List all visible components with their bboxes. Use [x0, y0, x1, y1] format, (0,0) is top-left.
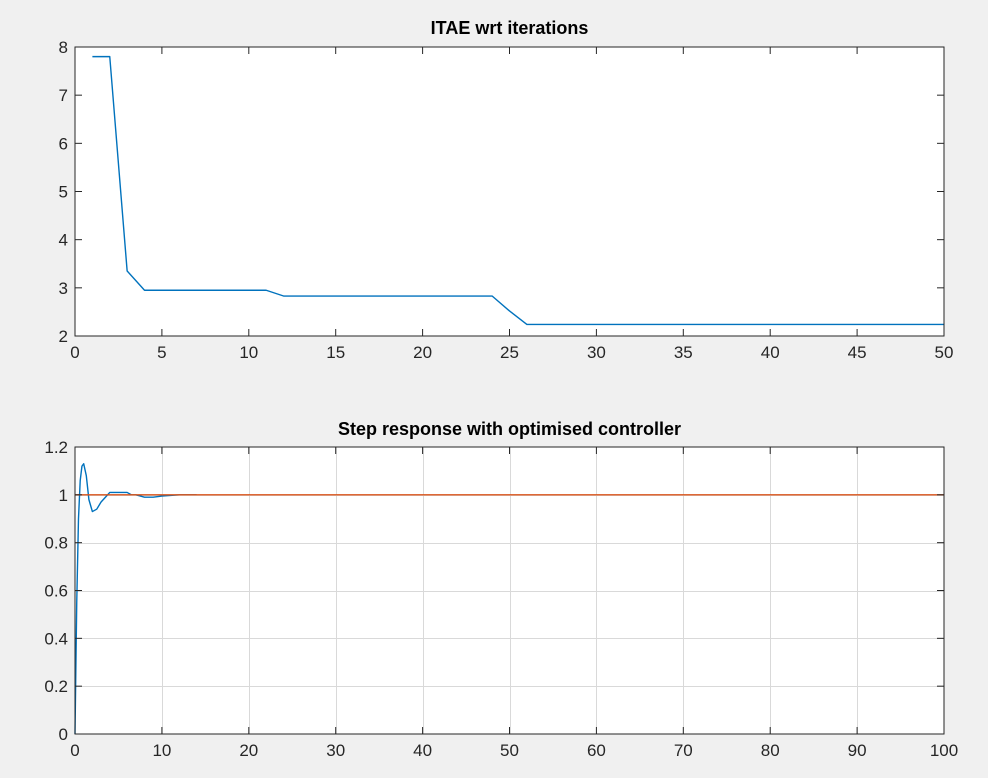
step-y-tick-label: 0.6	[44, 582, 68, 601]
step-x-tick-label: 10	[152, 741, 171, 760]
itae-y-tick-label: 2	[59, 327, 68, 346]
step-x-tick-label: 0	[70, 741, 79, 760]
step-axes-background	[75, 447, 944, 734]
itae-x-tick-label: 35	[674, 343, 693, 362]
itae-y-tick-label: 3	[59, 279, 68, 298]
step-y-tick-label: 0.8	[44, 534, 68, 553]
itae-y-tick-label: 7	[59, 86, 68, 105]
itae-y-tick-label: 8	[59, 38, 68, 57]
step-x-tick-label: 20	[239, 741, 258, 760]
itae-x-tick-label: 50	[935, 343, 954, 362]
itae-x-tick-label: 30	[587, 343, 606, 362]
itae-series-1-line	[92, 55, 944, 326]
itae-x-tick-label: 0	[70, 343, 79, 362]
step-y-tick-label: 1	[59, 486, 68, 505]
step-series-1-line	[74, 463, 197, 735]
itae-axes-background	[75, 47, 944, 336]
step-x-tick-label: 40	[413, 741, 432, 760]
step-x-tick-label: 100	[930, 741, 958, 760]
step-x-tick-label: 70	[674, 741, 693, 760]
step-x-tick-label: 90	[848, 741, 867, 760]
itae-x-tick-label: 25	[500, 343, 519, 362]
step-x-tick-label: 50	[500, 741, 519, 760]
step-series	[74, 463, 944, 735]
itae-x-tick-label: 40	[761, 343, 780, 362]
step-tick-labels: 0 10 20 30 40 50 60 70 80 90 100 0 0.2 0.4 0.6 0.8 1 1.2	[44, 438, 958, 760]
step-ticks	[74, 446, 945, 735]
itae-x-tick-label: 5	[157, 343, 166, 362]
step-response-subplot: 0 10 20 30 40 50 60 70 80 90 10000.20.40.60.811.2 …	[44, 419, 958, 760]
itae-ticks	[74, 46, 945, 337]
itae-x-tick-label: 20	[413, 343, 432, 362]
itae-y-tick-label: 5	[59, 183, 68, 202]
itae-series	[92, 55, 944, 326]
step-y-tick-label: 0	[59, 725, 68, 744]
itae-x-tick-label: 45	[848, 343, 867, 362]
itae-y-tick-label: 6	[59, 134, 68, 153]
itae-y-tick-label: 4	[59, 231, 68, 250]
step-y-tick-label: 0.4	[44, 629, 68, 648]
step-x-tick-label: 80	[761, 741, 780, 760]
step-chart-title: Step response with optimised controller	[338, 419, 681, 439]
itae-x-tick-label: 10	[239, 343, 258, 362]
itae-x-tick-label: 15	[326, 343, 345, 362]
step-x-tick-label: 60	[587, 741, 606, 760]
itae-chart-title: ITAE wrt iterations	[431, 18, 589, 38]
step-y-tick-label: 1.2	[44, 438, 68, 457]
step-x-tick-label: 30	[326, 741, 345, 760]
step-y-tick-label: 0.2	[44, 677, 68, 696]
